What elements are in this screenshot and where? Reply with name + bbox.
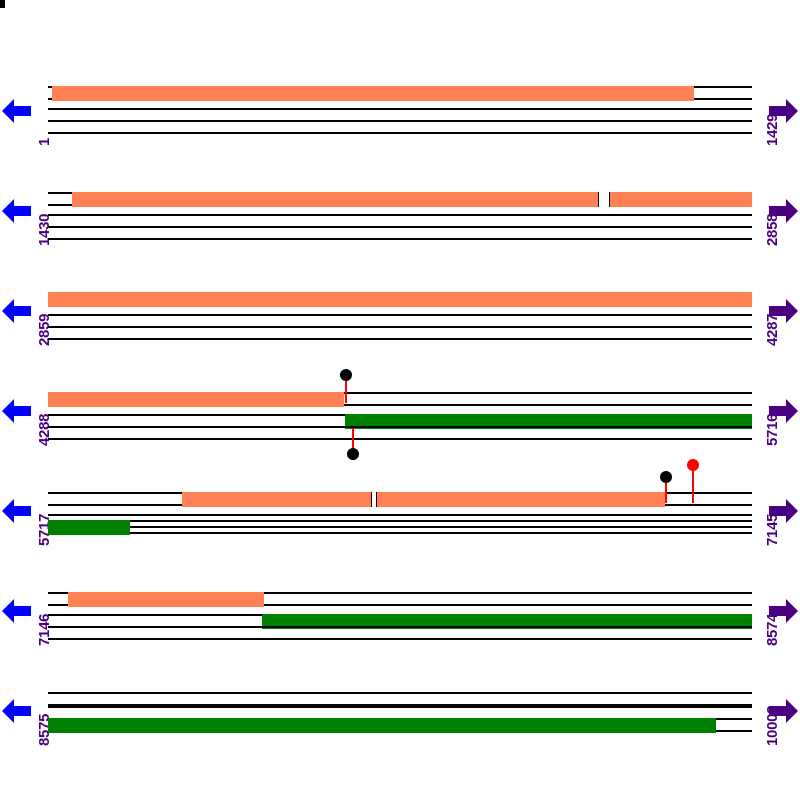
row-end-position-label: 1429	[764, 113, 781, 146]
frame-strand	[48, 326, 752, 340]
arrow-right-icon[interactable]	[768, 698, 798, 724]
frame-line	[48, 326, 752, 328]
frame-line	[48, 338, 752, 340]
frame-line	[48, 132, 752, 134]
row-end-position-label: 10003	[764, 705, 781, 746]
row-end-position-label: 8574	[764, 613, 781, 646]
arrow-right-icon[interactable]	[768, 98, 798, 124]
arrow-right-icon[interactable]	[768, 298, 798, 324]
orf-bar-reverse[interactable]	[48, 718, 716, 733]
orf-bar-forward[interactable]	[48, 292, 752, 307]
frame-strand	[48, 514, 752, 528]
frame-line	[48, 520, 752, 522]
row-end-position-label: 7145	[764, 513, 781, 546]
marker-stem	[352, 428, 354, 454]
row-start-position-label: 1	[36, 137, 53, 146]
arrow-left-icon[interactable]	[2, 698, 32, 724]
frame-strand	[48, 492, 752, 507]
frame-line	[48, 692, 752, 694]
frame-line	[48, 526, 752, 528]
frame-strand	[48, 692, 752, 706]
frame-line	[48, 392, 752, 394]
orf-stop-codon-gap	[598, 192, 610, 207]
row-end-position-label: 5716	[764, 413, 781, 446]
marker-stem	[692, 465, 694, 503]
frame-line	[48, 314, 752, 316]
frame-strand	[48, 718, 752, 733]
arrow-left-icon[interactable]	[2, 398, 32, 424]
orf-row: 8575 10003	[0, 684, 800, 780]
orf-row: 1 1429	[0, 84, 800, 180]
orf-bar-forward[interactable]	[52, 86, 694, 101]
orf-row: 5717 7145	[0, 459, 800, 580]
orf-bar-reverse[interactable]	[48, 520, 130, 535]
corner-artifact	[0, 0, 5, 8]
frame-strand	[48, 192, 752, 207]
marker-stem	[665, 477, 667, 503]
frame-strand	[48, 392, 752, 407]
frame-strand	[48, 292, 752, 307]
arrow-right-icon[interactable]	[768, 598, 798, 624]
lollipop-marker-icon[interactable]	[340, 369, 352, 403]
frame-strand	[48, 226, 752, 240]
arrow-left-icon[interactable]	[2, 598, 32, 624]
marker-head[interactable]	[660, 471, 672, 483]
frame-strand	[48, 520, 752, 535]
marker-stem	[345, 375, 347, 403]
marker-head[interactable]	[340, 369, 352, 381]
orf-bar-reverse[interactable]	[345, 414, 752, 429]
frame-strand	[48, 626, 752, 640]
frame-line	[48, 426, 752, 428]
frame-line	[48, 626, 752, 628]
row-end-position-label: 4287	[764, 313, 781, 346]
frame-line	[48, 238, 752, 240]
frame-line	[48, 438, 752, 440]
frame-strand	[48, 592, 752, 607]
frame-line	[48, 404, 752, 406]
orf-bar-forward[interactable]	[48, 392, 344, 407]
orf-row: 1430 2858	[0, 184, 800, 280]
frame-strand	[48, 86, 752, 101]
marker-head[interactable]	[687, 459, 699, 471]
frame-line	[48, 638, 752, 640]
orf-bar-reverse[interactable]	[262, 614, 752, 629]
orf-bar-forward[interactable]	[182, 492, 665, 507]
orf-stop-codon-gap	[371, 492, 377, 507]
arrow-right-icon[interactable]	[768, 498, 798, 524]
frame-line	[48, 108, 752, 110]
orf-bar-forward[interactable]	[72, 192, 752, 207]
lollipop-marker-icon[interactable]	[660, 471, 672, 503]
orf-row: 4288 5716	[0, 369, 800, 480]
frame-line	[48, 532, 752, 534]
frame-strand	[48, 120, 752, 134]
marker-head[interactable]	[347, 448, 359, 460]
arrow-left-icon[interactable]	[2, 98, 32, 124]
frame-line	[48, 226, 752, 228]
arrow-right-icon[interactable]	[768, 198, 798, 224]
arrow-left-icon[interactable]	[2, 198, 32, 224]
lollipop-marker-icon[interactable]	[687, 459, 699, 503]
orf-bar-forward[interactable]	[68, 592, 264, 607]
arrow-left-icon[interactable]	[2, 298, 32, 324]
orf-row: 2859 4287	[0, 284, 800, 380]
frame-line	[48, 214, 752, 216]
frame-line	[48, 604, 752, 606]
lollipop-marker-icon[interactable]	[347, 428, 359, 460]
frame-line	[48, 704, 752, 706]
frame-strand	[48, 426, 752, 440]
arrow-left-icon[interactable]	[2, 498, 32, 524]
orf-row: 7146 8574	[0, 584, 800, 680]
frame-line	[48, 592, 752, 594]
frame-line	[48, 120, 752, 122]
frame-line	[48, 706, 752, 708]
row-end-position-label: 2858	[764, 213, 781, 246]
arrow-right-icon[interactable]	[768, 398, 798, 424]
frame-line	[48, 514, 752, 516]
